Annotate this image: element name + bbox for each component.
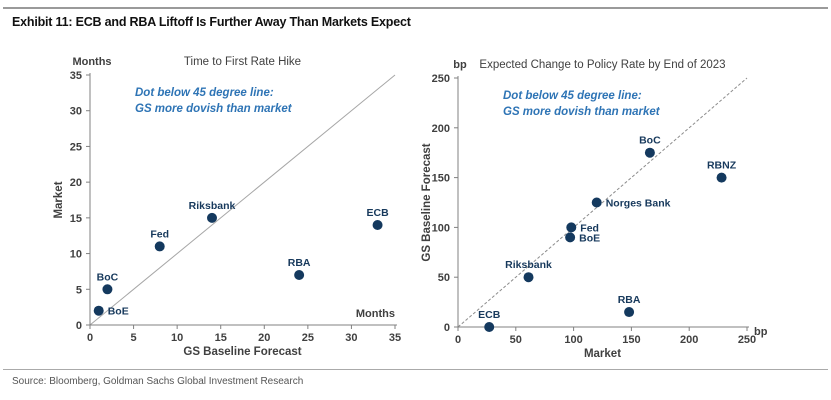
x-tick-label: 0 — [87, 332, 93, 344]
x-tick-label: 50 — [510, 334, 522, 346]
chart-title: Expected Change to Policy Rate by End of… — [479, 59, 725, 71]
x-tick-label: 35 — [389, 332, 401, 344]
data-point — [484, 322, 495, 332]
annotation-line: GS more dovish than market — [135, 103, 293, 115]
x-unit-label: Months — [356, 308, 395, 320]
y-tick-label: 25 — [70, 141, 82, 153]
left-chart: 0 5 10 15 20 25 30 35 0 5 10 15 20 25 30 35 Time to Firs… — [53, 56, 401, 358]
data-point — [372, 220, 383, 230]
data-point-label: BoC — [97, 271, 119, 283]
data-point-label: BoE — [108, 306, 129, 318]
y-tick-label: 0 — [444, 322, 450, 334]
y-tick-label: 10 — [70, 249, 82, 261]
x-tick-label: 150 — [622, 334, 640, 346]
data-point-label: ECB — [366, 207, 389, 219]
charts-area: 0 5 10 15 20 25 30 35 0 5 10 15 20 25 30 35 Time to Firs… — [0, 48, 831, 360]
data-point-label: BoC — [639, 135, 661, 147]
y-tick-label: 5 — [76, 284, 82, 296]
data-point-label: Norges Bank — [606, 198, 671, 210]
data-point — [644, 147, 655, 158]
x-tick-label: 20 — [258, 332, 270, 344]
data-point — [716, 172, 727, 183]
y-tick-label: 50 — [438, 272, 450, 284]
annotation-line: Dot below 45 degree line: — [503, 90, 642, 102]
data-point-label: RBA — [288, 257, 311, 269]
y-tick-label: 150 — [432, 173, 450, 185]
x-tick-label: 250 — [738, 334, 756, 346]
x-tick-label: 10 — [171, 332, 183, 344]
data-point-label: Riksbank — [189, 200, 236, 212]
x-tick-label: 30 — [345, 332, 357, 344]
data-point-label: Fed — [150, 228, 169, 240]
bottom-rule — [3, 369, 828, 370]
data-point-label: BoE — [579, 232, 600, 244]
x-tick-label: 15 — [215, 332, 227, 344]
x-tick-label: 200 — [680, 334, 698, 346]
right-chart: 0 50 100 150 200 250 0 50 100 150 200 250 Expected C… — [421, 59, 768, 360]
y-tick-label: 35 — [70, 70, 82, 82]
y-tick-label: 20 — [70, 177, 82, 189]
identity-line — [89, 74, 396, 326]
y-tick-label: 200 — [432, 123, 450, 135]
data-point-label: ECB — [478, 309, 501, 321]
data-point — [93, 305, 104, 316]
x-tick-label: 25 — [302, 332, 314, 344]
data-point-label: RBA — [618, 294, 641, 306]
exhibit-title: Exhibit 11: ECB and RBA Liftoff Is Furth… — [12, 15, 411, 29]
y-tick-label: 15 — [70, 213, 82, 225]
data-point — [102, 284, 113, 295]
chart-title: Time to First Rate Hike — [184, 56, 301, 68]
x-tick-label: 0 — [455, 334, 461, 346]
top-rule — [3, 7, 828, 9]
data-point-label: RBNZ — [707, 160, 737, 172]
data-point — [523, 272, 534, 283]
data-point — [624, 307, 635, 318]
y-unit-label: bp — [453, 59, 467, 71]
y-axis-title: GS Baseline Forecast — [421, 143, 433, 261]
annotation-line: Dot below 45 degree line: — [135, 87, 274, 99]
identity-line — [457, 77, 748, 328]
data-point — [294, 270, 305, 280]
data-point — [565, 232, 576, 243]
x-unit-label: bp — [754, 326, 768, 338]
y-unit-label: Months — [72, 56, 111, 68]
y-tick-label: 30 — [70, 106, 82, 118]
data-point — [154, 241, 165, 252]
y-axis-title: Market — [53, 181, 65, 218]
x-tick-label: 5 — [131, 332, 137, 344]
x-axis-title: Market — [584, 348, 621, 360]
data-point-label: Riksbank — [505, 259, 552, 271]
x-tick-label: 100 — [564, 334, 582, 346]
data-point — [591, 197, 602, 208]
annotation-line: GS more dovish than market — [503, 106, 661, 118]
x-axis-title: GS Baseline Forecast — [183, 346, 301, 358]
data-point — [566, 222, 577, 233]
y-tick-label: 250 — [432, 73, 450, 85]
data-point-label: Fed — [580, 222, 599, 234]
y-tick-label: 100 — [432, 222, 450, 234]
data-point — [207, 212, 217, 223]
source-note: Source: Bloomberg, Goldman Sachs Global … — [12, 376, 304, 387]
y-tick-label: 0 — [76, 320, 82, 332]
